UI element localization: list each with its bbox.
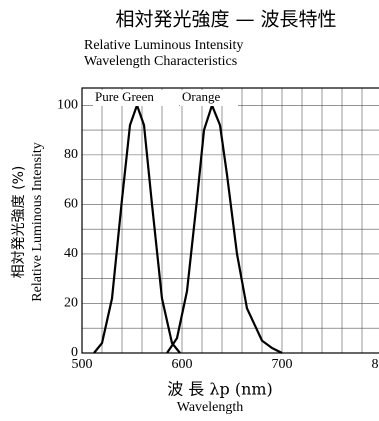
subtitle: Relative Luminous Intensity <box>84 38 243 53</box>
y-tick-label: 20 <box>64 296 78 311</box>
line-series <box>166 104 283 354</box>
x-tick-label: 500 <box>72 357 93 372</box>
y-tick-label: 40 <box>64 246 78 261</box>
y-tick-label: 80 <box>64 147 78 162</box>
x-tick-label: 600 <box>172 357 193 372</box>
x-tick-label: 700 <box>272 357 293 372</box>
x-axis-label: Wavelength <box>177 400 244 415</box>
series-label: Pure Green <box>95 89 154 104</box>
plot-frame <box>81 87 379 354</box>
series-label: Orange <box>182 89 220 104</box>
y-axis-label: Relative Luminous Intensity <box>30 142 45 301</box>
x-tick-label: 800 <box>372 357 379 372</box>
legend-bg <box>93 90 179 106</box>
y-tick-label: 0 <box>71 345 78 360</box>
chart-title: 相対発光強度 — 波長特性 <box>115 9 336 31</box>
y-axis-label: 相対発光強度 (%) <box>11 166 27 279</box>
x-axis-label: 波 長 λp (nm) <box>167 380 273 399</box>
y-tick-label: 60 <box>64 197 78 212</box>
subtitle: Wavelength Characteristics <box>84 54 237 69</box>
y-tick-label: 100 <box>57 98 78 113</box>
legend-bg <box>180 90 238 106</box>
